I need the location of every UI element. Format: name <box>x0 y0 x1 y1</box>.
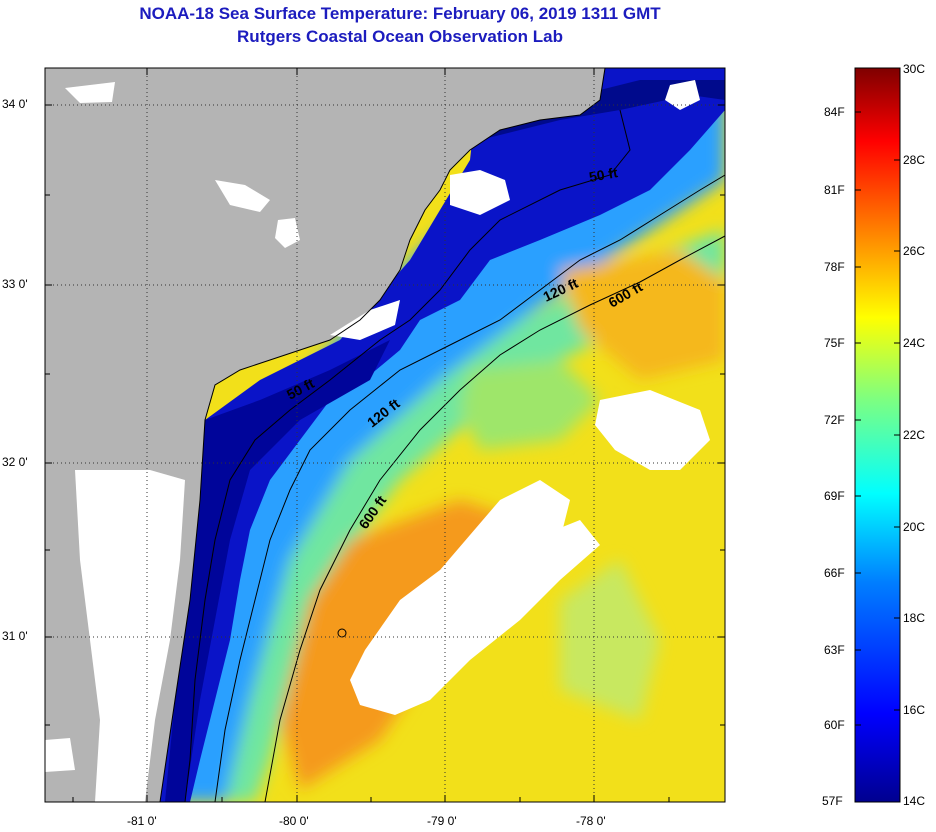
lat-lon-grid <box>45 68 725 802</box>
cb-c-24: 24C <box>903 336 926 350</box>
land-mass <box>45 68 605 802</box>
cloud-cover <box>45 80 710 772</box>
cb-c-20: 20C <box>903 520 926 534</box>
cb-c-22: 22C <box>903 428 926 442</box>
contour-50ft <box>184 109 631 802</box>
map-subtitle: Rutgers Coastal Ocean Observation Lab <box>237 27 563 46</box>
cb-f-66: 66F <box>824 566 845 580</box>
cb-c-18: 18C <box>903 611 926 625</box>
lat-label-32: 32 0' <box>2 455 28 469</box>
cb-f-75: 75F <box>824 336 845 350</box>
lon-label-78: -78 0' <box>576 814 606 828</box>
cb-f-81: 81F <box>824 183 845 197</box>
cb-f-72: 72F <box>824 413 845 427</box>
cb-f-84: 84F <box>824 105 845 119</box>
lon-label-79: -79 0' <box>427 814 457 828</box>
cb-f-60: 60F <box>824 718 845 732</box>
map-title: NOAA-18 Sea Surface Temperature: Februar… <box>139 4 661 23</box>
colorbar-ticks <box>855 111 900 726</box>
contour-120ft <box>214 174 725 802</box>
no-data-strip <box>75 470 185 802</box>
cb-f-69: 69F <box>824 489 845 503</box>
cb-c-26: 26C <box>903 244 926 258</box>
map-panel: 50 ft 50 ft 120 ft 120 ft 600 ft 600 ft <box>45 68 725 802</box>
contour-600ft <box>264 235 725 802</box>
cool-band <box>170 68 725 802</box>
contour-label-50ft-north: 50 ft <box>588 164 619 185</box>
cb-f-78: 78F <box>824 260 845 274</box>
lat-label-33: 33 0' <box>2 277 28 291</box>
lon-label-81: -81 0' <box>127 814 157 828</box>
lat-label-34: 34 0' <box>2 97 28 111</box>
lon-label-80: -80 0' <box>279 814 309 828</box>
lat-label-31: 31 0' <box>2 629 28 643</box>
map-frame <box>44 67 726 803</box>
cb-c-16: 16C <box>903 703 926 717</box>
cb-f-63: 63F <box>824 643 845 657</box>
cb-f-57: 57F <box>822 794 843 808</box>
axis-ticks <box>45 68 725 802</box>
cb-c-28: 28C <box>903 153 926 167</box>
cb-c-14: 14C <box>903 794 926 808</box>
colorbar <box>854 67 901 803</box>
coastline <box>159 68 606 802</box>
cb-c-30: 30C <box>903 62 926 76</box>
